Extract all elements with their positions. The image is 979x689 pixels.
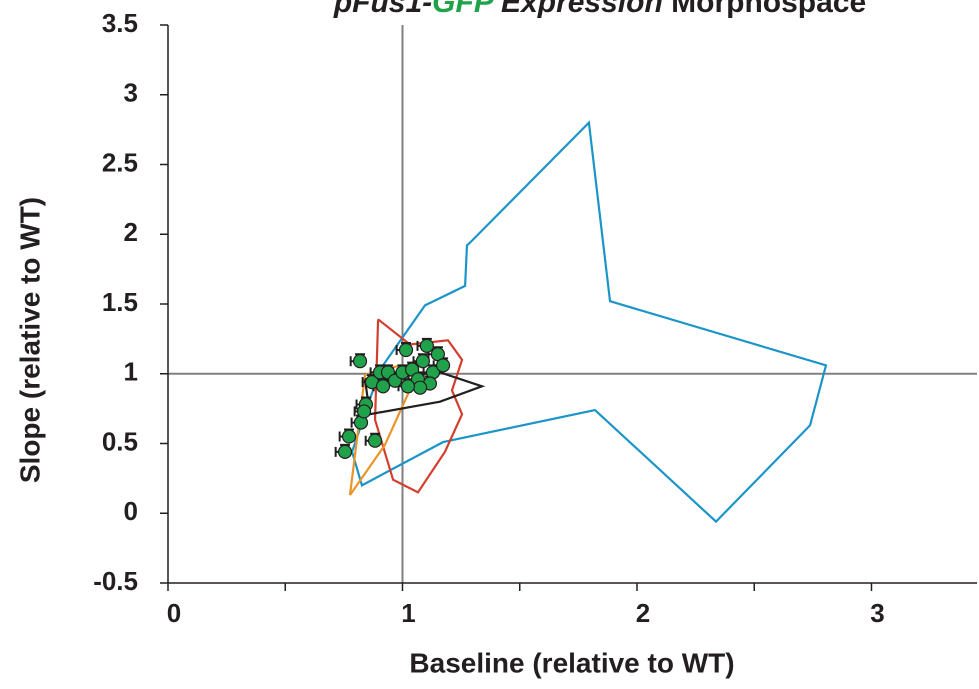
point — [398, 342, 414, 358]
chart-title: pFus1-GFP Expression Morphospace — [333, 0, 866, 19]
title-part: Expression — [493, 0, 663, 19]
title-part: GFP — [432, 0, 495, 19]
x-tick-label: 3 — [870, 598, 884, 628]
y-tick-label: 3 — [124, 78, 138, 108]
y-tick-label: 2 — [124, 217, 138, 247]
point — [435, 358, 451, 373]
point — [400, 379, 415, 394]
y-tick-label: 3.5 — [102, 8, 138, 38]
point — [412, 380, 428, 395]
point — [419, 338, 434, 353]
point — [341, 429, 357, 444]
title-part: pFus1- — [333, 0, 432, 19]
point — [356, 404, 372, 419]
title-part: Morphospace — [663, 0, 866, 19]
point — [415, 354, 430, 369]
point — [375, 379, 391, 394]
x-axis-label: Baseline (relative to WT) — [409, 647, 734, 678]
y-axis-label: Slope (relative to WT) — [14, 197, 45, 483]
x-tick-label: 1 — [401, 598, 415, 628]
point — [352, 354, 368, 369]
y-tick-label: 1 — [124, 357, 138, 387]
y-tick-label: 0 — [124, 496, 138, 526]
point — [367, 433, 383, 448]
outline — [373, 318, 464, 494]
x-tick-label: 2 — [636, 598, 650, 628]
x-tick-label: 0 — [167, 598, 181, 628]
y-tick-label: -0.5 — [93, 566, 138, 596]
y-tick-label: 1.5 — [102, 287, 138, 317]
y-tick-label: 0.5 — [102, 426, 138, 456]
point — [337, 444, 353, 459]
y-tick-label: 2.5 — [102, 147, 138, 177]
outline — [351, 120, 828, 524]
